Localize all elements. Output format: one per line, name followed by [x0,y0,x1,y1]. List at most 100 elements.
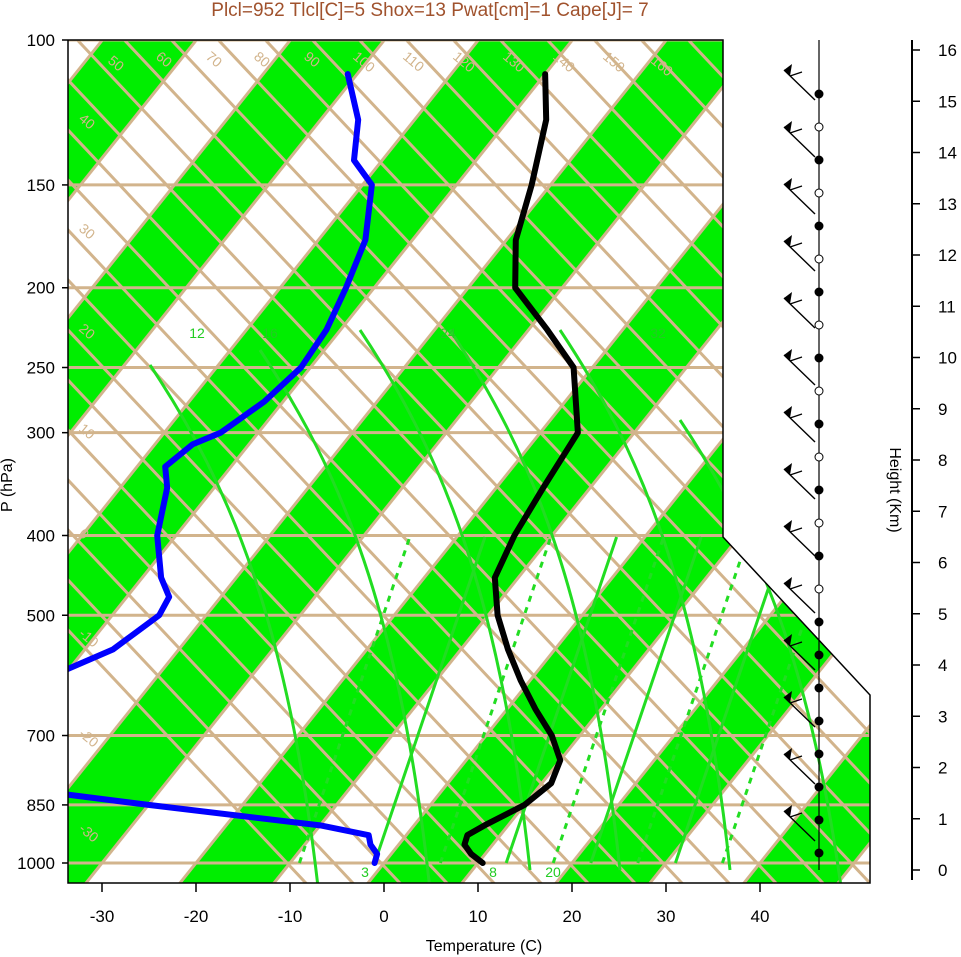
isotherm-label: 70 [203,48,225,70]
adiabat-label: 30 [76,220,98,242]
pressure-tick-label: 250 [27,359,55,378]
wind-barb-feather [789,185,803,191]
adiabat-line [914,30,961,930]
pressure-tick-label: 850 [27,796,55,815]
wind-barb-flag [784,577,792,589]
right-scale-label: 0 [730,460,746,477]
pressure-tick-label: 300 [27,424,55,443]
mixing-ratio-line [589,536,703,864]
temperature-trace [461,71,581,866]
wind-level-dot [814,584,824,594]
x-axis-label: Temperature (C) [426,938,542,955]
right-scale-label: 20 [802,590,824,612]
height-tick-label: 2 [938,759,947,778]
wind-barb-feather [789,299,803,305]
mixing-ratio-line [373,536,487,864]
height-tick-label: 15 [938,92,957,111]
adiabat-line [68,40,399,883]
mixing-ratio-line [551,536,666,864]
adiabat-line [68,40,634,883]
mixing-ratio-line [673,536,788,864]
pressure-tick-label: 100 [27,31,55,50]
height-tick-label: 6 [938,554,947,573]
wind-level-dot [814,122,824,132]
dewpoint-trace [68,71,381,866]
wind-barb-flag [784,406,792,418]
height-axis-label: Height (Km) [886,447,903,532]
wind-level-dot [814,353,824,363]
adiabat-line [865,40,870,883]
height-tick-label: 13 [938,195,957,214]
height-tick-label: 4 [938,656,947,675]
temperature-tick-label: -20 [184,907,209,926]
mixing-ratio-line [720,536,835,864]
pressure-axis: 100 150 200 250 300 400 500 700 850 1000 [17,31,68,873]
adiabat-line [113,40,870,883]
wind-level-dot [814,419,824,429]
y-axis-label: P (hPa) [0,458,16,512]
isotherm-label: 110 [400,48,428,75]
isotherm-line [68,40,300,883]
height-tick-label: 5 [938,605,947,624]
mixing-ratio-label: 20 [545,864,561,880]
isotherm-line [68,40,206,883]
plot-border [67,39,871,884]
wind-level-dot [814,518,824,528]
pressure-tick-label: 700 [27,727,55,746]
pressure-tick-label: 1000 [17,854,55,873]
temperature-tick-label: 20 [563,907,582,926]
wind-level-dot [814,683,824,693]
adiabat-line [489,40,870,883]
adiabat-line [160,40,870,883]
isotherm-line [643,40,870,883]
wind-barbs [783,40,824,870]
wind-barb-flag [784,520,792,532]
right-scale-label: 30 [852,640,874,662]
wind-level-dot [814,221,824,231]
wind-level-dot [814,782,824,792]
pressure-tick-label: 400 [27,526,55,545]
adiabat-line [68,40,870,883]
mixing-ratio-line [438,536,553,864]
wind-barb-feather [789,527,803,533]
wind-barb-flag [784,292,792,304]
mixing-ratio-label: 32 [650,325,666,341]
wind-level-dot [814,551,824,561]
wind-level-dot [814,848,824,858]
wind-barb-feather [789,755,803,761]
moist-adiabat-line [258,349,432,883]
wind-level-dot [814,320,824,330]
mixing-ratio-label: 16 [262,325,278,341]
wind-level-dot [814,749,824,759]
isotherm-line [549,40,870,883]
temperature-axis: -30 -20 -10 0 10 20 30 40 [90,883,769,926]
mixing-ratio-line [504,536,619,864]
wind-barb-flag [784,178,792,190]
temperature-tick-label: 10 [469,907,488,926]
wind-barb-flag [784,463,792,475]
wind-level-dot [814,386,824,396]
wind-level-dot [814,485,824,495]
adiabat-line [68,40,587,883]
adiabat-line [68,40,540,883]
moist-adiabat-line [448,329,622,871]
wind-level-dot [814,155,824,165]
right-scale-label: 10 [730,340,752,362]
adiabat-line [68,40,775,883]
moist-adiabat-line [148,364,322,883]
wind-barb-feather [789,356,803,362]
wind-barb-flag [784,748,792,760]
right-scale-label: 20 [730,230,752,252]
wind-barb-flag [784,121,792,133]
wind-level-dot [814,89,824,99]
height-tick-label: 3 [938,707,947,726]
height-tick-label: 10 [938,349,957,368]
height-tick-label: 12 [938,246,957,265]
wind-barb-flag [784,691,792,703]
height-tick-label: 11 [938,297,956,316]
mixing-ratio-label: 3 [361,864,369,880]
wind-barb-feather [789,71,803,77]
isotherm-line [737,40,870,883]
sounding-traces [68,71,581,866]
